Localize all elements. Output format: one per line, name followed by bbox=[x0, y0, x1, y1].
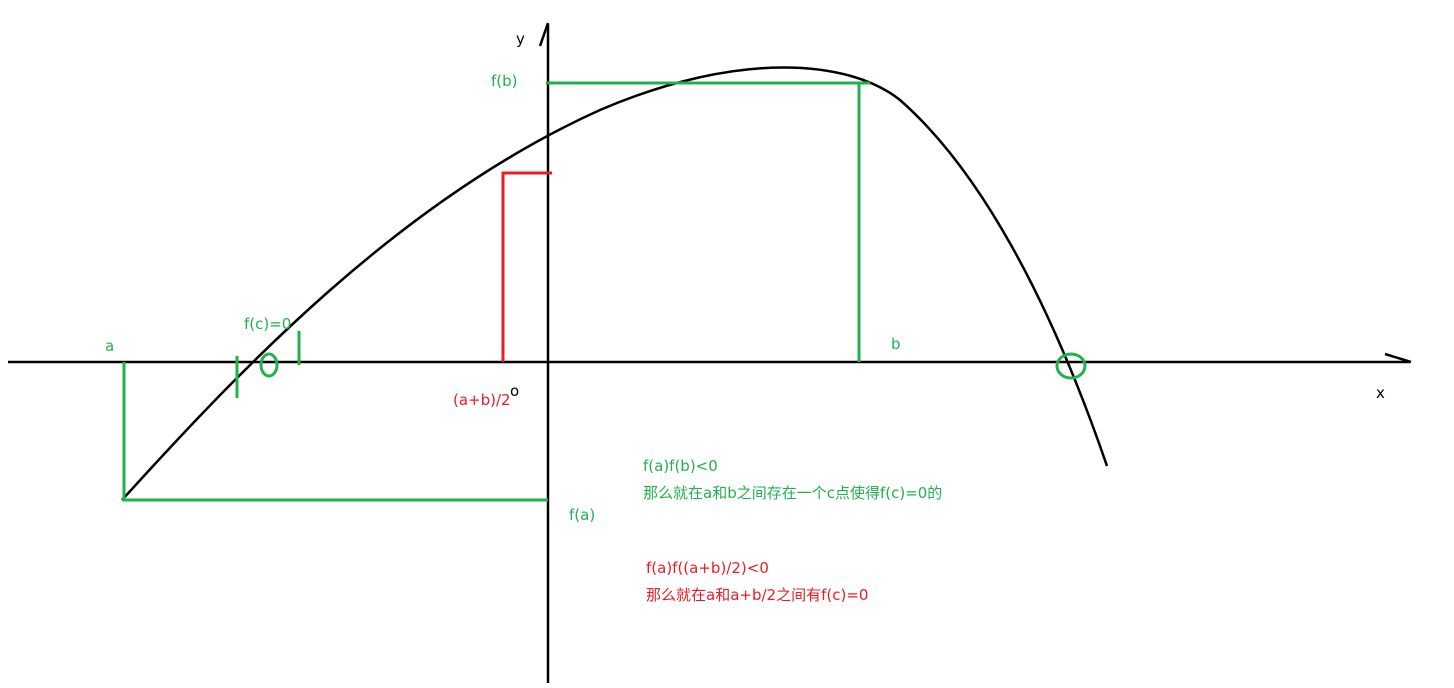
label-b: b bbox=[891, 335, 901, 353]
label-midpoint: (a+b)/2 bbox=[453, 391, 511, 409]
x-axis-label: x bbox=[1376, 384, 1385, 402]
note-green-line2: 那么就在a和b之间存在一个c点使得f(c)=0的 bbox=[643, 484, 942, 502]
note-red-line1: f(a)f((a+b)/2)<0 bbox=[646, 559, 769, 577]
origin-label: o bbox=[510, 382, 519, 400]
label-a: a bbox=[105, 337, 114, 355]
note-green-line1: f(a)f(b)<0 bbox=[643, 457, 718, 475]
x-axis-arrowhead bbox=[1384, 352, 1412, 364]
label-fc: f(c)=0 bbox=[244, 315, 291, 333]
function-curve bbox=[121, 66, 1109, 501]
label-fa: f(a) bbox=[569, 506, 595, 524]
root-c-circle bbox=[259, 352, 279, 378]
y-axis-arrowhead bbox=[538, 22, 550, 47]
root-right-circle bbox=[1055, 352, 1087, 380]
y-axis-label: y bbox=[516, 30, 525, 48]
label-fb: f(b) bbox=[491, 72, 518, 90]
note-red-line2: 那么就在a和a+b/2之间有f(c)=0 bbox=[646, 586, 868, 604]
